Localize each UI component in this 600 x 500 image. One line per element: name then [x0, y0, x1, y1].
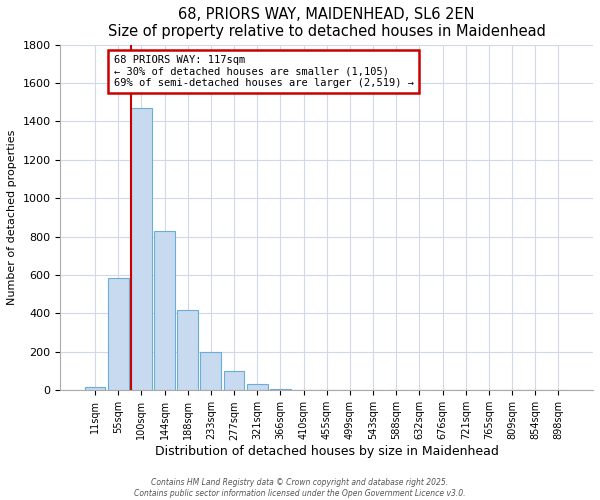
Bar	[85, 388, 106, 390]
Bar	[177, 310, 198, 390]
Bar	[247, 384, 268, 390]
Bar	[224, 371, 244, 390]
Bar	[108, 278, 128, 390]
X-axis label: Distribution of detached houses by size in Maidenhead: Distribution of detached houses by size …	[155, 445, 499, 458]
Text: Contains HM Land Registry data © Crown copyright and database right 2025.
Contai: Contains HM Land Registry data © Crown c…	[134, 478, 466, 498]
Bar	[200, 352, 221, 391]
Y-axis label: Number of detached properties: Number of detached properties	[7, 130, 17, 305]
Bar	[154, 231, 175, 390]
Text: 68 PRIORS WAY: 117sqm
← 30% of detached houses are smaller (1,105)
69% of semi-d: 68 PRIORS WAY: 117sqm ← 30% of detached …	[113, 55, 413, 88]
Title: 68, PRIORS WAY, MAIDENHEAD, SL6 2EN
Size of property relative to detached houses: 68, PRIORS WAY, MAIDENHEAD, SL6 2EN Size…	[108, 7, 545, 40]
Bar	[131, 108, 152, 391]
